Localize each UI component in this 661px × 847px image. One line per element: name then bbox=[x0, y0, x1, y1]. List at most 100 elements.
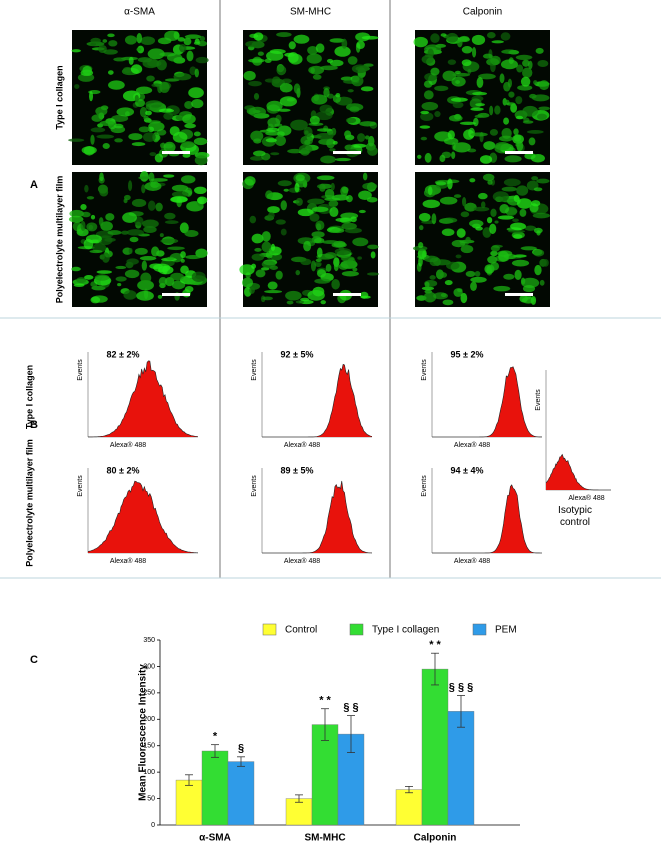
cell bbox=[494, 141, 511, 151]
cell bbox=[82, 65, 92, 76]
cell bbox=[185, 255, 202, 260]
cell bbox=[248, 80, 262, 87]
cell bbox=[366, 272, 379, 276]
cell bbox=[179, 44, 187, 53]
cell bbox=[146, 75, 155, 82]
micrograph bbox=[68, 171, 208, 307]
cell bbox=[417, 154, 422, 159]
cell bbox=[316, 128, 333, 132]
cell bbox=[267, 117, 281, 128]
cell bbox=[193, 137, 208, 146]
cell bbox=[295, 197, 303, 206]
cell bbox=[453, 288, 463, 297]
cell bbox=[98, 235, 113, 246]
cell bbox=[434, 131, 452, 142]
cell bbox=[249, 286, 255, 294]
cell bbox=[102, 143, 110, 150]
cell bbox=[491, 40, 504, 44]
cell bbox=[538, 106, 550, 111]
cell bbox=[459, 35, 470, 42]
axis-label: Alexa® 488 bbox=[110, 441, 146, 449]
cell bbox=[422, 199, 441, 209]
cell bbox=[341, 270, 359, 277]
scale-bar bbox=[505, 151, 533, 154]
cell bbox=[86, 196, 95, 200]
cell bbox=[475, 103, 485, 107]
cell bbox=[124, 35, 137, 45]
cell bbox=[347, 89, 354, 93]
cell bbox=[253, 32, 264, 41]
cell bbox=[346, 195, 353, 203]
cell bbox=[522, 59, 530, 67]
cell bbox=[319, 183, 326, 192]
cell bbox=[148, 172, 155, 183]
cell bbox=[315, 258, 322, 262]
axis-label: Events bbox=[77, 359, 84, 381]
percent-label: 82 ± 2% bbox=[107, 349, 140, 359]
cell bbox=[253, 150, 266, 157]
cell bbox=[420, 112, 434, 122]
cell bbox=[90, 127, 106, 133]
cell bbox=[99, 120, 115, 127]
cell bbox=[366, 196, 378, 203]
cell bbox=[184, 34, 202, 39]
cell bbox=[316, 269, 327, 278]
cell bbox=[451, 76, 466, 87]
cell bbox=[276, 32, 292, 38]
cell bbox=[542, 258, 549, 267]
cell bbox=[362, 172, 368, 181]
cell bbox=[277, 180, 292, 187]
cell bbox=[448, 114, 463, 122]
cell bbox=[361, 35, 379, 40]
cell bbox=[447, 130, 455, 140]
cell bbox=[90, 296, 101, 304]
cell bbox=[497, 215, 515, 220]
axis-label: Events bbox=[421, 475, 428, 497]
cell bbox=[269, 49, 286, 54]
cell bbox=[482, 173, 495, 182]
cell bbox=[98, 217, 104, 226]
cell bbox=[170, 196, 188, 203]
percent-label: 95 ± 2% bbox=[451, 349, 484, 359]
cell bbox=[490, 55, 501, 66]
cell bbox=[478, 192, 488, 200]
x-tick-label: Calponin bbox=[414, 833, 457, 844]
cell bbox=[131, 198, 147, 208]
percent-label: 89 ± 5% bbox=[281, 465, 314, 475]
cell bbox=[244, 176, 256, 186]
cell bbox=[520, 246, 537, 251]
cell bbox=[286, 300, 294, 305]
micrograph bbox=[68, 30, 210, 166]
cell bbox=[533, 80, 538, 85]
cell bbox=[68, 138, 85, 142]
cell bbox=[469, 178, 476, 183]
cell bbox=[531, 94, 550, 102]
cell bbox=[465, 270, 476, 277]
cell bbox=[199, 36, 206, 42]
cell bbox=[149, 263, 163, 270]
legend-label: Control bbox=[285, 625, 317, 636]
cell bbox=[293, 83, 301, 94]
cell bbox=[107, 70, 114, 75]
histogram bbox=[262, 364, 372, 437]
cell bbox=[147, 48, 165, 60]
cell bbox=[459, 121, 477, 125]
error-bar bbox=[347, 715, 355, 753]
cell bbox=[96, 270, 113, 274]
cell bbox=[539, 279, 545, 286]
cell bbox=[452, 72, 471, 77]
cell bbox=[280, 200, 287, 211]
cell bbox=[276, 65, 287, 76]
cell bbox=[515, 115, 524, 120]
flow-histogram: Events Alexa® 488 89 ± 5% bbox=[251, 465, 373, 565]
cell bbox=[334, 46, 351, 57]
cell bbox=[159, 52, 176, 57]
legend-label: PEM bbox=[495, 625, 517, 636]
axis-label: Alexa® 488 bbox=[568, 494, 604, 502]
cell bbox=[320, 65, 338, 71]
bar bbox=[227, 761, 255, 826]
y-tick-label: 50 bbox=[147, 795, 155, 802]
cell bbox=[95, 106, 108, 116]
cell bbox=[139, 256, 157, 261]
cell bbox=[122, 66, 133, 74]
